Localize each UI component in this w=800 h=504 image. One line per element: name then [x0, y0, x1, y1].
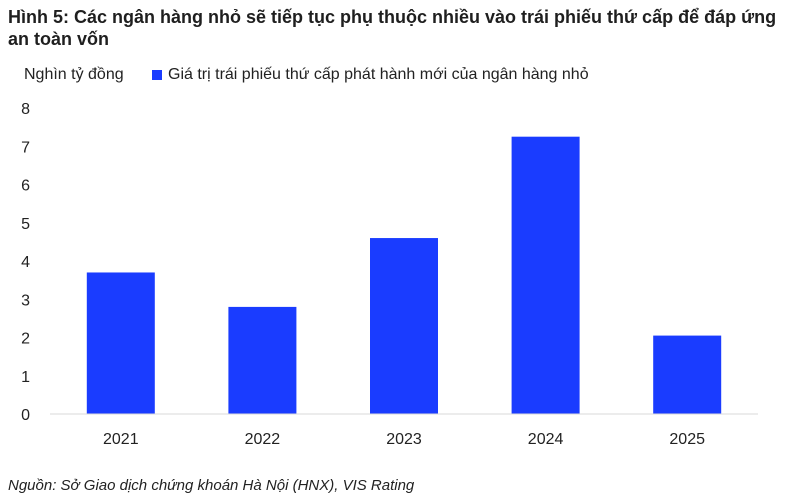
bar-2021 [86, 272, 155, 414]
y-tick-label: 5 [21, 216, 30, 233]
legend-swatch [152, 70, 162, 80]
legend: Giá trị trái phiếu thứ cấp phát hành mới… [152, 66, 589, 84]
y-tick-label: 3 [21, 292, 30, 309]
source-note: Nguồn: Sở Giao dịch chứng khoán Hà Nội (… [8, 477, 415, 494]
bar-2024 [511, 136, 580, 414]
x-tick-label: 2025 [669, 431, 705, 448]
x-tick-label: 2021 [103, 431, 139, 448]
bar-2022 [228, 306, 297, 414]
y-tick-label: 2 [21, 331, 30, 348]
x-tick-label: 2024 [528, 431, 564, 448]
y-tick-label: 6 [21, 178, 30, 195]
y-tick-label: 4 [21, 254, 30, 271]
y-tick-label: 7 [21, 139, 30, 156]
legend-label: Giá trị trái phiếu thứ cấp phát hành mới… [168, 66, 589, 83]
bar-2023 [370, 238, 438, 414]
x-tick-label: 2022 [245, 431, 281, 448]
y-tick-label: 0 [21, 407, 30, 424]
y-tick-label: 1 [21, 369, 30, 386]
y-axis-unit-label: Nghìn tỷ đồng [24, 66, 124, 83]
chart-title: Hình 5: Các ngân hàng nhỏ sẽ tiếp tục ph… [8, 7, 777, 49]
x-tick-label: 2023 [386, 431, 422, 448]
bar-2025 [653, 335, 722, 414]
y-tick-label: 8 [21, 101, 30, 118]
